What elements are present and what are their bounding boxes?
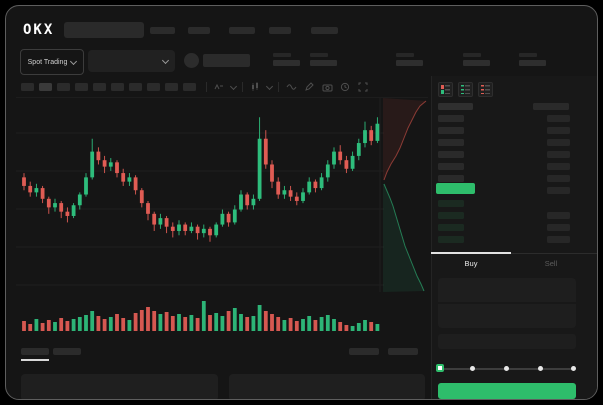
draw-pencil-icon[interactable] bbox=[303, 81, 315, 93]
ask-amount-placeholder[interactable] bbox=[547, 115, 570, 122]
ask-amount-placeholder[interactable] bbox=[547, 151, 570, 158]
history-clock-icon[interactable] bbox=[339, 81, 351, 93]
ask-amount-placeholder[interactable] bbox=[547, 163, 570, 170]
market-type-label: Spot Trading bbox=[27, 58, 68, 66]
slider-stop-75[interactable] bbox=[538, 366, 543, 371]
bid-amount-placeholder[interactable] bbox=[547, 224, 570, 231]
bottom-tab[interactable] bbox=[53, 348, 81, 355]
ask-price-placeholder[interactable] bbox=[438, 175, 464, 182]
candlestick-chart[interactable] bbox=[16, 98, 431, 334]
interval-button[interactable] bbox=[39, 83, 52, 91]
okx-logo[interactable]: OKX bbox=[23, 22, 55, 38]
interval-button[interactable] bbox=[147, 83, 160, 91]
stat-label-placeholder bbox=[273, 53, 291, 57]
active-tab-indicator bbox=[431, 252, 511, 254]
ask-amount-placeholder[interactable] bbox=[547, 127, 570, 134]
bid-price-placeholder[interactable] bbox=[438, 224, 464, 231]
interval-dropdown-icon[interactable] bbox=[213, 81, 225, 93]
stat-value-placeholder bbox=[310, 60, 337, 66]
divider bbox=[16, 97, 428, 98]
ask-price-placeholder[interactable] bbox=[438, 151, 464, 158]
bid-price-placeholder[interactable] bbox=[438, 200, 464, 207]
stat-value-placeholder bbox=[396, 60, 423, 66]
ticker-stat bbox=[463, 53, 490, 66]
bid-price-placeholder[interactable] bbox=[438, 212, 464, 219]
bid-amount-placeholder[interactable] bbox=[547, 212, 570, 219]
ask-price-placeholder[interactable] bbox=[438, 163, 464, 170]
bottom-action-placeholder[interactable] bbox=[349, 348, 379, 355]
interval-button[interactable] bbox=[75, 83, 88, 91]
ticker-stat bbox=[396, 53, 423, 66]
history-panel-placeholder bbox=[229, 374, 425, 399]
pair-dropdown[interactable] bbox=[88, 50, 175, 72]
chart-controls bbox=[206, 80, 369, 94]
ask-price-placeholder[interactable] bbox=[438, 115, 464, 122]
nav-item[interactable] bbox=[150, 27, 175, 34]
bottom-action-placeholder[interactable] bbox=[388, 348, 418, 355]
stat-label-placeholder bbox=[463, 53, 481, 57]
nav-item[interactable] bbox=[269, 27, 291, 34]
orderbook-combined-icon[interactable] bbox=[438, 82, 453, 97]
interval-button[interactable] bbox=[93, 83, 106, 91]
interval-button[interactable] bbox=[165, 83, 178, 91]
stat-label-placeholder bbox=[396, 53, 414, 57]
slider-handle[interactable] bbox=[436, 364, 444, 372]
chevron-down-icon bbox=[161, 56, 170, 64]
last-price-bar[interactable] bbox=[436, 183, 475, 194]
amount-input[interactable] bbox=[438, 304, 576, 328]
tab-sell[interactable]: Sell bbox=[544, 259, 558, 268]
stat-label-placeholder bbox=[519, 53, 537, 57]
ticker-stat bbox=[310, 53, 337, 66]
nav-item[interactable] bbox=[188, 27, 210, 34]
ask-amount-placeholder[interactable] bbox=[547, 187, 570, 194]
orderbook-bids-icon[interactable] bbox=[458, 82, 473, 97]
bid-amount-placeholder[interactable] bbox=[547, 236, 570, 243]
stat-value-placeholder bbox=[519, 60, 546, 66]
interval-button[interactable] bbox=[183, 83, 196, 91]
bottom-tab[interactable] bbox=[21, 348, 49, 355]
ask-price-placeholder[interactable] bbox=[438, 139, 464, 146]
search-input[interactable] bbox=[64, 22, 144, 38]
fullscreen-icon[interactable] bbox=[357, 81, 369, 93]
orderbook-view-toggles bbox=[438, 82, 493, 97]
price-input[interactable] bbox=[438, 278, 576, 302]
interval-button[interactable] bbox=[129, 83, 142, 91]
divider bbox=[431, 253, 597, 254]
stat-label-placeholder bbox=[310, 53, 328, 57]
chart-type-dropdown-icon[interactable] bbox=[249, 81, 261, 93]
chevron-down-icon[interactable] bbox=[229, 82, 238, 90]
slider-stop-50[interactable] bbox=[504, 366, 509, 371]
stat-value-placeholder bbox=[463, 60, 490, 66]
interval-button[interactable] bbox=[21, 83, 34, 91]
app-window: OKX Spot Trading bbox=[5, 5, 598, 400]
slider-stop-25[interactable] bbox=[470, 366, 475, 371]
orderbook-header-amount[interactable] bbox=[533, 103, 569, 110]
tab-buy[interactable]: Buy bbox=[464, 259, 478, 268]
chevron-down-icon bbox=[70, 57, 78, 65]
ticker-stat bbox=[273, 53, 300, 66]
camera-icon[interactable] bbox=[321, 81, 333, 93]
interval-button[interactable] bbox=[111, 83, 124, 91]
bid-price-placeholder[interactable] bbox=[438, 236, 464, 243]
stat-value-placeholder bbox=[273, 60, 300, 66]
coin-avatar bbox=[184, 53, 199, 68]
nav-item[interactable] bbox=[229, 27, 255, 34]
ask-amount-placeholder[interactable] bbox=[547, 139, 570, 146]
orderbook-asks-icon[interactable] bbox=[478, 82, 493, 97]
interval-button[interactable] bbox=[57, 83, 70, 91]
market-type-selector[interactable]: Spot Trading bbox=[20, 49, 84, 75]
indicator-wave-icon[interactable] bbox=[285, 81, 297, 93]
slider-stop-100[interactable] bbox=[571, 366, 576, 371]
pair-name-placeholder[interactable] bbox=[203, 54, 250, 67]
ask-price-placeholder[interactable] bbox=[438, 127, 464, 134]
total-input[interactable] bbox=[438, 334, 576, 349]
active-tab-underline bbox=[21, 359, 49, 361]
chevron-down-icon[interactable] bbox=[265, 82, 274, 90]
ask-amount-placeholder[interactable] bbox=[547, 175, 570, 182]
orderbook-header-price[interactable] bbox=[438, 103, 473, 110]
nav-item[interactable] bbox=[311, 27, 338, 34]
ticker-stat bbox=[519, 53, 546, 66]
orders-panel-placeholder bbox=[21, 374, 218, 399]
buy-submit-button[interactable] bbox=[438, 383, 576, 399]
